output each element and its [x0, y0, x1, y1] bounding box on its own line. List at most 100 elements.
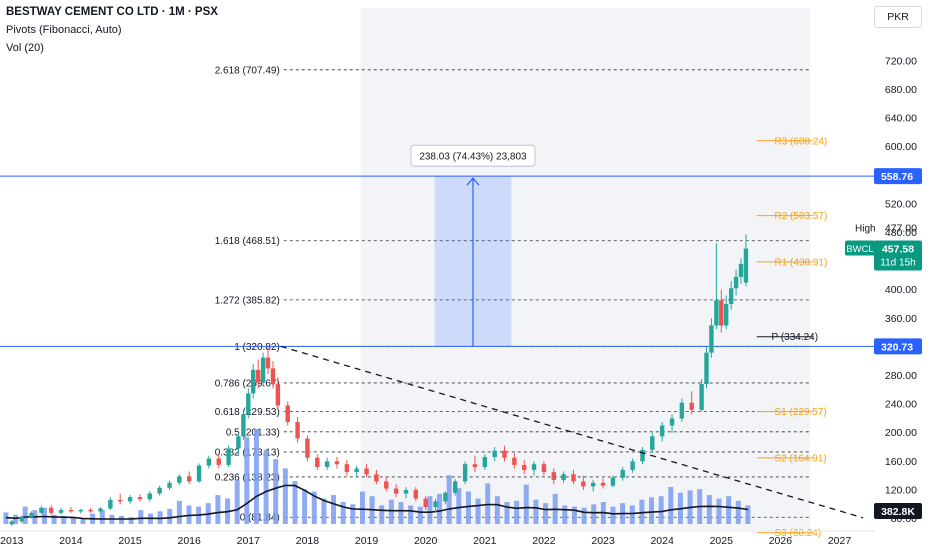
- pivot-label: R3 (608.24): [774, 136, 827, 147]
- currency-button[interactable]: PKR: [874, 6, 922, 28]
- candle-body: [364, 468, 369, 475]
- candle-body: [147, 493, 152, 500]
- volume-bar: [80, 518, 86, 524]
- candle-body: [49, 507, 54, 513]
- candle-body: [216, 458, 221, 465]
- candle-body: [167, 482, 172, 488]
- volume-bar: [263, 449, 269, 524]
- candle-body: [393, 488, 399, 494]
- candle-body: [295, 422, 300, 439]
- volume-ma-line: [5, 484, 749, 520]
- candle-body: [305, 438, 310, 458]
- pivot-label: S2 (164.91): [774, 453, 826, 464]
- price-badge-lower-bg: [874, 338, 922, 355]
- fib-level-label: 0.786 (269.67): [215, 378, 280, 389]
- fib-level-label: 1.272 (385.82): [215, 295, 280, 306]
- time-tick-label: 2017: [237, 535, 261, 547]
- volume-badge: 382.8K: [881, 506, 915, 518]
- volume-bar: [562, 505, 568, 524]
- candle-body: [719, 300, 724, 326]
- candle-body: [462, 464, 468, 482]
- volume-bar: [427, 496, 433, 524]
- volume-bar: [331, 495, 337, 524]
- volume-bar: [446, 475, 452, 524]
- volume-bar: [735, 500, 741, 524]
- volume-bar: [282, 468, 288, 524]
- candle-body: [344, 464, 350, 473]
- candle-body: [19, 517, 24, 522]
- indicator-volume[interactable]: Vol (20): [6, 42, 44, 54]
- candle-body: [689, 402, 694, 410]
- candle-body: [590, 482, 596, 487]
- price-axis-bg: [875, 0, 932, 550]
- price-tick-label: 160.00: [885, 456, 917, 468]
- time-tick-label: 2020: [414, 535, 438, 547]
- candle-body: [423, 498, 428, 508]
- candle-body: [704, 352, 709, 385]
- candle-body: [236, 436, 241, 449]
- candle-body: [733, 276, 739, 289]
- candle-body: [640, 449, 645, 462]
- indicator-pivots[interactable]: Pivots (Fibonacci, Auto): [6, 24, 122, 36]
- symbol-title[interactable]: BESTWAY CEMENT CO LTD · 1M · PSX: [6, 6, 218, 18]
- candles: [9, 234, 749, 526]
- candle-body: [177, 476, 182, 483]
- time-tick-label: 2015: [118, 535, 142, 547]
- volume-bar: [51, 514, 57, 524]
- candle-body: [541, 464, 547, 473]
- volume-bar: [253, 429, 259, 524]
- candle-body: [679, 402, 685, 419]
- time-tick-label: 2014: [59, 535, 83, 547]
- candle-body: [68, 509, 74, 512]
- candle-body: [186, 476, 192, 482]
- candle-body: [354, 468, 359, 473]
- candle-body: [659, 425, 665, 437]
- fib-and-pivot-levels: 2.618 (707.49) 1.618 (468.51) 1.272 (385.8…: [0, 65, 875, 539]
- time-tick-label: 2022: [532, 535, 556, 547]
- volume-bar: [321, 498, 327, 524]
- candle-body: [571, 474, 576, 482]
- time-tick-label: 2016: [178, 535, 202, 547]
- time-tick-label: 2021: [473, 535, 497, 547]
- candle-body: [285, 405, 290, 423]
- measure-label-box: [410, 144, 536, 167]
- volume-bar: [629, 505, 635, 524]
- volume-bar: [514, 500, 520, 524]
- candle-body: [699, 384, 704, 410]
- volume-bar: [591, 504, 597, 524]
- price-tick-label: 600.00: [885, 141, 917, 153]
- time-tick-label: 2027: [828, 535, 852, 547]
- volume-bar: [234, 479, 240, 524]
- candle-body: [137, 497, 143, 500]
- volume-bar: [176, 500, 182, 524]
- volume-bar: [359, 491, 365, 524]
- candle-body: [738, 263, 744, 277]
- volume-bar: [465, 491, 471, 524]
- volume-bar: [475, 498, 481, 524]
- candle-body: [610, 477, 616, 486]
- volume-bar: [745, 505, 751, 524]
- price-tick-label: 200.00: [885, 427, 917, 439]
- price-badge-upper-bg: [874, 168, 922, 185]
- candle-body: [246, 393, 251, 415]
- candle-body: [453, 481, 458, 493]
- candle-body: [669, 418, 675, 426]
- volume-bar: [350, 504, 356, 524]
- candle-body: [39, 507, 44, 513]
- volume-bar: [494, 496, 500, 524]
- volume-bar: [13, 514, 19, 524]
- candle-body: [374, 474, 379, 482]
- candle-body: [127, 497, 133, 502]
- candle-body: [334, 461, 340, 465]
- time-tick-label: 2013: [0, 535, 24, 547]
- time-tick-label: 2023: [591, 535, 615, 547]
- volume-bar: [581, 507, 587, 524]
- volume-bars: [3, 429, 751, 524]
- volume-bar: [437, 493, 443, 524]
- candle-body: [531, 464, 537, 470]
- volume-bar: [533, 499, 539, 524]
- candle-body: [58, 509, 64, 513]
- candle-body: [403, 489, 409, 494]
- symbol-badge-bg: [845, 240, 875, 256]
